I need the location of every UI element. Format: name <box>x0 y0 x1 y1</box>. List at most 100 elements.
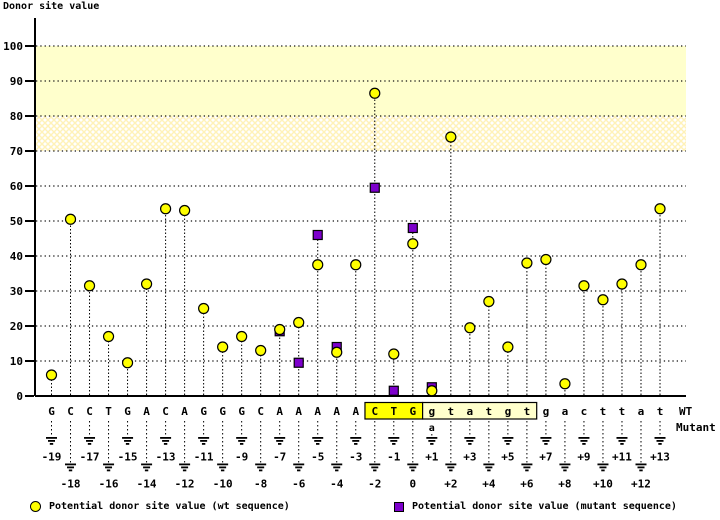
mutant-base-label: a <box>429 423 435 434</box>
position-label--10: -10 <box>213 478 233 491</box>
position-label-0: 0 <box>409 478 416 491</box>
ground-symbol-+13 <box>658 443 662 445</box>
y-tick-label-40: 40 <box>10 250 23 263</box>
ground-symbol--19 <box>48 440 55 442</box>
wt-point--11 <box>198 302 210 315</box>
ground-symbol--2 <box>369 463 381 466</box>
ground-symbol--18 <box>65 463 77 466</box>
ground-symbol-+11 <box>618 440 626 442</box>
position-label--17: -17 <box>80 451 100 464</box>
sequence-letter-+2: t <box>448 405 455 418</box>
wt-point-+3 <box>464 322 476 334</box>
ground-symbol--2 <box>373 469 377 472</box>
position-label--11: -11 <box>194 451 214 464</box>
mutant-point--6 <box>293 357 304 368</box>
position-label--9: -9 <box>235 451 248 464</box>
ground-symbol--10 <box>219 466 227 469</box>
wt-point--17 <box>83 280 96 292</box>
sequence-letter-+10: t <box>600 405 607 418</box>
ground-symbol-+4 <box>487 469 491 472</box>
ground-symbol--15 <box>124 440 132 442</box>
ground-symbol--14 <box>143 466 151 469</box>
ground-symbol-0 <box>407 463 419 466</box>
ground-symbol--6 <box>293 463 305 466</box>
ground-symbol--14 <box>141 463 153 466</box>
wt-point-0 <box>407 238 419 250</box>
ground-symbol-0 <box>411 469 415 472</box>
wt-point--2 <box>369 87 381 99</box>
sequence-letter--18: C <box>67 405 74 418</box>
sequence-letter--15: G <box>124 405 131 418</box>
ground-symbol-+5 <box>506 443 510 445</box>
sequence-letter--12: A <box>181 405 188 418</box>
y-tick-label-30: 30 <box>10 285 23 298</box>
ground-symbol-+4 <box>483 463 495 466</box>
wt-point--16 <box>102 330 115 343</box>
y-tick-label-90: 90 <box>10 75 23 88</box>
ground-symbol-+5 <box>504 440 512 442</box>
sequence-letter--3: A <box>352 405 359 418</box>
ground-symbol-0 <box>409 466 417 469</box>
sequence-letter--4: A <box>333 405 340 418</box>
sequence-letter--5: A <box>314 405 321 418</box>
ground-symbol-+8 <box>561 466 569 469</box>
y-tick-label-20: 20 <box>10 320 23 333</box>
wt-point-+1 <box>426 385 438 397</box>
ground-symbol-+11 <box>620 443 624 445</box>
position-label-+8: +8 <box>558 478 571 491</box>
sequence-letter-+4: t <box>486 405 493 418</box>
ground-symbol-+1 <box>426 437 438 439</box>
score-band-70-80 <box>36 116 686 151</box>
position-label-+5: +5 <box>501 451 514 464</box>
sequence-letter-+12: a <box>638 405 645 418</box>
sequence-letter--6: A <box>295 405 302 418</box>
ground-symbol--13 <box>162 440 170 442</box>
position-label-+7: +7 <box>539 451 552 464</box>
chart-title: Donor site value <box>3 1 100 12</box>
position-label-+10: +10 <box>593 478 613 491</box>
ground-symbol-+12 <box>635 463 647 466</box>
ground-symbol--16 <box>103 463 115 466</box>
ground-symbol-+2 <box>447 466 455 469</box>
sequence-letter--8: C <box>257 405 264 418</box>
ground-symbol--9 <box>239 443 244 445</box>
sequence-letter-+7: g <box>543 405 550 418</box>
wt-point--4 <box>331 346 343 358</box>
ground-symbol--12 <box>182 469 187 472</box>
ground-symbol--18 <box>68 469 73 472</box>
wt-point-+9 <box>578 280 590 292</box>
wt-point--18 <box>64 213 77 225</box>
ground-symbol-+9 <box>578 437 590 439</box>
mutant-point--5 <box>312 229 323 241</box>
sequence-letter-+13: t <box>657 405 664 418</box>
wt-point--19 <box>45 369 58 381</box>
ground-symbol-+7 <box>540 437 552 439</box>
score-band-80-100 <box>36 46 686 116</box>
y-tick-label-50: 50 <box>10 215 23 228</box>
ground-symbol--10 <box>217 463 229 466</box>
legend-wt-label: Potential donor site value (wt sequence) <box>49 501 290 512</box>
ground-symbol-+4 <box>485 466 493 469</box>
ground-symbol--14 <box>144 469 149 472</box>
wt-point--15 <box>121 357 134 369</box>
ground-symbol--5 <box>314 440 322 442</box>
position-label-+13: +13 <box>650 451 670 464</box>
ground-symbol--3 <box>350 437 362 439</box>
position-label-+1: +1 <box>425 451 439 464</box>
sequence-letter--14: A <box>143 405 150 418</box>
position-label--5: -5 <box>311 451 324 464</box>
ground-symbol-+2 <box>445 463 457 466</box>
ground-symbol--17 <box>86 440 94 442</box>
ground-symbol--11 <box>201 443 206 445</box>
ground-symbol-+3 <box>466 440 474 442</box>
ground-symbol--18 <box>67 466 75 469</box>
ground-symbol--6 <box>297 469 301 472</box>
wt-point--7 <box>274 323 286 336</box>
position-label-+12: +12 <box>631 478 651 491</box>
position-label--12: -12 <box>175 478 195 491</box>
wt-point--6 <box>293 316 305 329</box>
ground-symbol--17 <box>87 443 92 445</box>
ground-symbol-+6 <box>525 469 529 472</box>
wt-point-+13 <box>654 203 666 215</box>
ground-symbol-+13 <box>654 437 666 439</box>
